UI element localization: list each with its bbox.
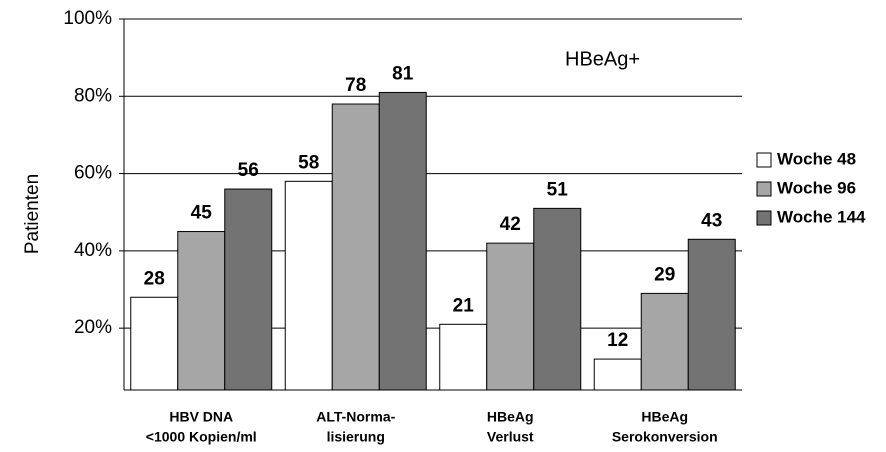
y-tick-label: 40%	[74, 240, 112, 261]
bar	[486, 242, 535, 391]
legend-label: Woche 96	[777, 178, 856, 197]
data-label: 42	[500, 214, 521, 235]
data-label: 56	[238, 160, 259, 181]
data-label: 51	[547, 179, 569, 200]
bar	[331, 103, 380, 391]
data-label: 43	[701, 210, 722, 231]
bar	[177, 231, 226, 391]
data-label: 12	[607, 330, 628, 351]
data-label: 81	[392, 63, 414, 84]
x-tick-label: Serokonversion	[612, 429, 718, 445]
bar	[533, 207, 582, 391]
x-tick-label: <1000 Kopien/ml	[146, 429, 257, 445]
bar	[284, 180, 333, 391]
data-label: 29	[654, 264, 675, 285]
bar	[640, 292, 689, 391]
y-tick-label: 100%	[63, 8, 112, 29]
y-tick-label: 60%	[74, 163, 112, 184]
y-tick-label: 80%	[74, 85, 112, 106]
bar	[593, 358, 642, 391]
legend-label: Woche 144	[777, 207, 866, 226]
data-label: 28	[144, 268, 165, 289]
legend-swatch	[756, 181, 772, 197]
data-label: 58	[298, 152, 319, 173]
y-tick-label: 20%	[74, 317, 112, 338]
x-tick-label: HBeAg	[487, 409, 534, 425]
x-tick-label: HBV DNA	[169, 409, 233, 425]
data-label: 21	[453, 295, 475, 316]
bar	[378, 91, 427, 391]
legend-swatch	[756, 152, 772, 168]
x-tick-label: Verlust	[487, 429, 534, 445]
data-label: 45	[191, 203, 213, 224]
bar	[439, 323, 488, 391]
x-tick-label: HBeAg	[641, 409, 688, 425]
bar	[130, 296, 179, 391]
annotation: HBeAg+	[565, 48, 640, 70]
data-label: 78	[345, 75, 366, 96]
x-tick-label: lisierung	[327, 429, 385, 445]
bar	[687, 238, 736, 391]
bar	[224, 188, 273, 391]
legend-label: Woche 48	[777, 149, 856, 168]
legend-swatch	[756, 210, 772, 226]
x-tick-label: ALT-Norma-	[316, 409, 395, 425]
y-axis-label: Patienten	[22, 174, 43, 254]
